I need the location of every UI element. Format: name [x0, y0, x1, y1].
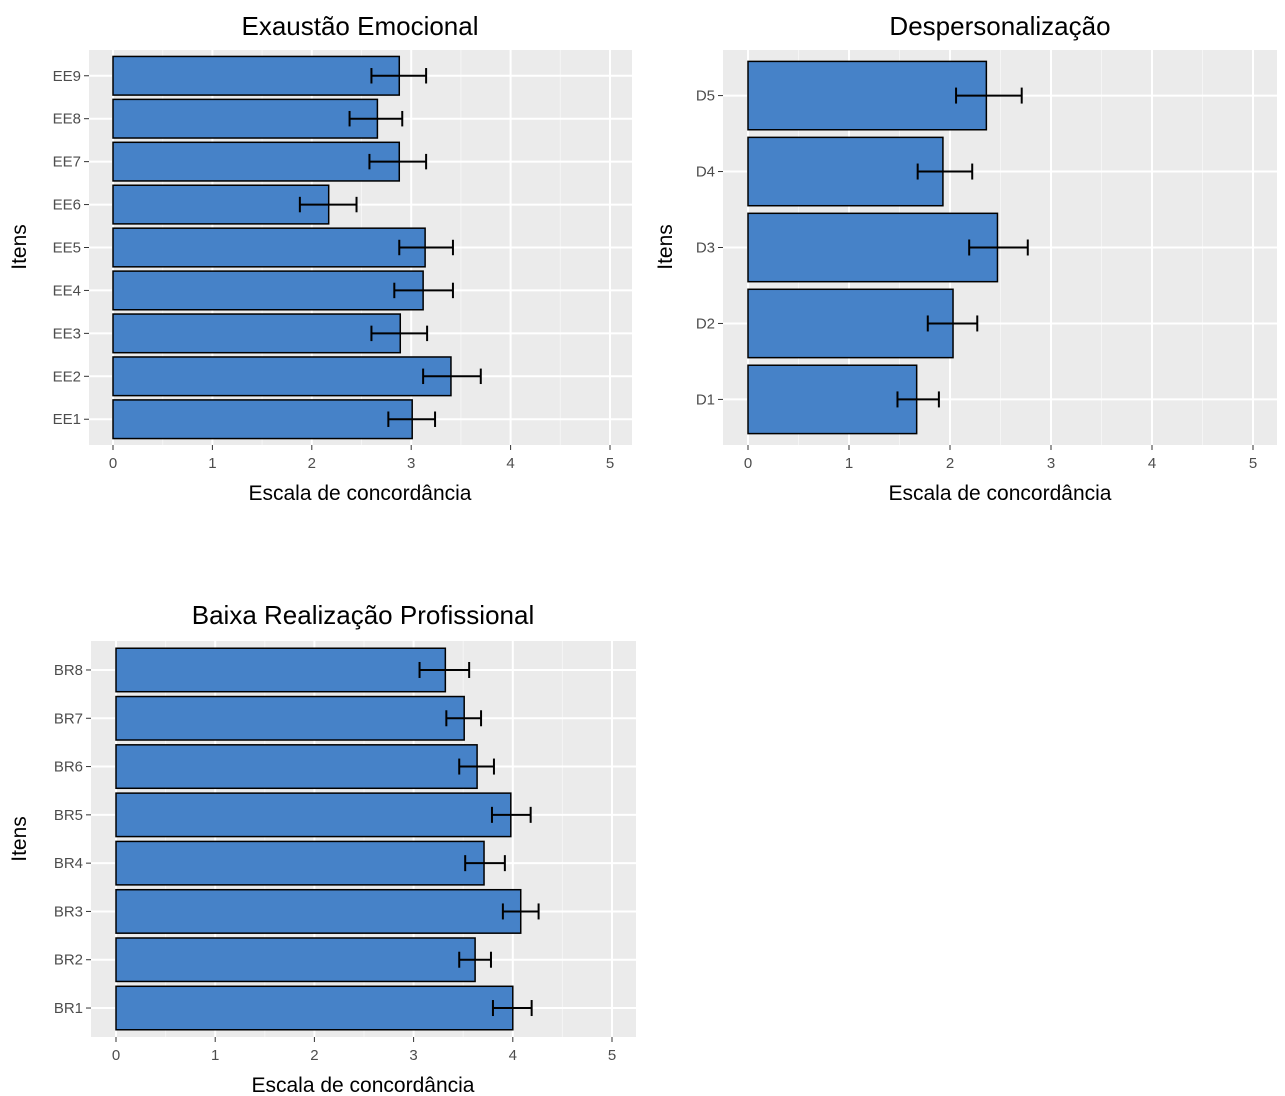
- x-tick-label: 1: [845, 455, 853, 472]
- y-axis-ticks: EE1 EE2 EE3 EE4 EE5 EE6 EE7 EE8 EE9: [53, 68, 89, 428]
- x-axis-label: Escala de concordância: [252, 1074, 475, 1096]
- bar: [112, 184, 330, 225]
- x-tick-label: 1: [208, 455, 216, 472]
- y-tick-label: EE6: [53, 197, 81, 214]
- bar: [115, 744, 478, 790]
- y-tick-label: BR8: [54, 662, 83, 679]
- bar: [747, 60, 988, 131]
- bar: [112, 55, 401, 96]
- x-tick-label: 5: [606, 455, 614, 472]
- y-tick-label: EE8: [53, 111, 81, 128]
- y-axis-ticks: BR1 BR2 BR3 BR4 BR5 BR6 BR7 BR8: [54, 662, 91, 1017]
- error-bars: [418, 661, 540, 1017]
- x-tick-label: 4: [1148, 455, 1156, 472]
- x-axis-label: Escala de concordância: [249, 482, 472, 505]
- y-tick-label: EE9: [53, 68, 81, 85]
- y-tick-label: BR4: [54, 855, 83, 872]
- chart-title: Exaustão Emocional: [241, 11, 478, 41]
- y-tick-label: BR7: [54, 710, 83, 727]
- bar: [115, 937, 476, 983]
- y-axis-label: Itens: [8, 224, 31, 270]
- x-tick-label: 4: [509, 1047, 517, 1064]
- y-axis-label: Itens: [8, 816, 31, 862]
- bars: [112, 55, 452, 440]
- chart-title: Baixa Realização Profissional: [192, 600, 535, 630]
- bar: [115, 695, 465, 741]
- bar: [112, 356, 452, 397]
- bar: [747, 364, 918, 435]
- bar: [747, 212, 999, 283]
- y-tick-label: EE1: [53, 411, 81, 428]
- x-axis-ticks: 0 1 2 3 4 5: [744, 445, 1257, 472]
- x-tick-label: 5: [1249, 455, 1257, 472]
- bars: [115, 647, 522, 1031]
- y-tick-label: D4: [696, 164, 715, 181]
- y-tick-label: D1: [696, 391, 715, 408]
- x-tick-label: 0: [109, 455, 117, 472]
- y-tick-label: EE5: [53, 240, 81, 257]
- y-tick-label: BR3: [54, 903, 83, 920]
- x-axis-ticks: 0 1 2 3 4 5: [109, 445, 614, 472]
- error-bars: [298, 68, 482, 427]
- y-tick-label: EE3: [53, 325, 81, 342]
- x-axis-ticks: 0 1 2 3 4 5: [112, 1037, 616, 1064]
- y-tick-label: D5: [696, 88, 715, 105]
- x-tick-label: 0: [744, 455, 752, 472]
- bar: [112, 141, 401, 182]
- bar: [112, 399, 413, 440]
- y-tick-label: BR1: [54, 1000, 83, 1017]
- chart-panel-baixa-realizacao: Baixa Realização Profissional BR1BR2BR3B…: [8, 600, 636, 1096]
- chart-title: Despersonalização: [889, 11, 1110, 41]
- x-tick-label: 3: [409, 1047, 417, 1064]
- bar: [112, 98, 379, 139]
- y-tick-label: BR2: [54, 952, 83, 969]
- y-tick-label: BR5: [54, 807, 83, 824]
- error-bars: [896, 87, 1029, 408]
- y-tick-label: EE4: [53, 282, 81, 299]
- y-tick-label: EE2: [53, 368, 81, 385]
- x-tick-label: 4: [506, 455, 514, 472]
- x-tick-label: 3: [1047, 455, 1055, 472]
- bar: [747, 288, 954, 359]
- bar: [115, 792, 512, 838]
- bar: [112, 227, 426, 268]
- x-tick-label: 2: [310, 1047, 318, 1064]
- bar: [115, 888, 522, 934]
- x-tick-label: 2: [308, 455, 316, 472]
- x-axis-label: Escala de concordância: [889, 482, 1112, 505]
- y-tick-label: D2: [696, 315, 715, 332]
- chart-panel-exaustao: Exaustão Emocional EE1 EE2 EE3 EE4 EE5 EE6 EE7…: [8, 11, 632, 505]
- bar: [112, 313, 402, 354]
- x-tick-label: 0: [112, 1047, 120, 1064]
- bar: [115, 840, 485, 886]
- y-axis-label: Itens: [654, 224, 677, 270]
- bars: [747, 60, 999, 435]
- x-tick-label: 5: [608, 1047, 616, 1064]
- x-tick-label: 3: [407, 455, 415, 472]
- x-tick-label: 1: [211, 1047, 219, 1064]
- y-tick-label: BR6: [54, 759, 83, 776]
- bar: [747, 136, 944, 207]
- bar: [115, 985, 514, 1031]
- bar: [112, 270, 424, 311]
- x-tick-label: 2: [946, 455, 954, 472]
- y-tick-label: D3: [696, 240, 715, 257]
- y-axis-ticks: D1 D2 D3 D4 D5: [696, 88, 723, 408]
- chart-panel-despersonalizacao: Despersonalização D1 D2 D3 D4 D5 0 1 2 3 4 5 Esca…: [654, 11, 1277, 505]
- y-tick-label: EE7: [53, 154, 81, 171]
- bar: [115, 647, 447, 693]
